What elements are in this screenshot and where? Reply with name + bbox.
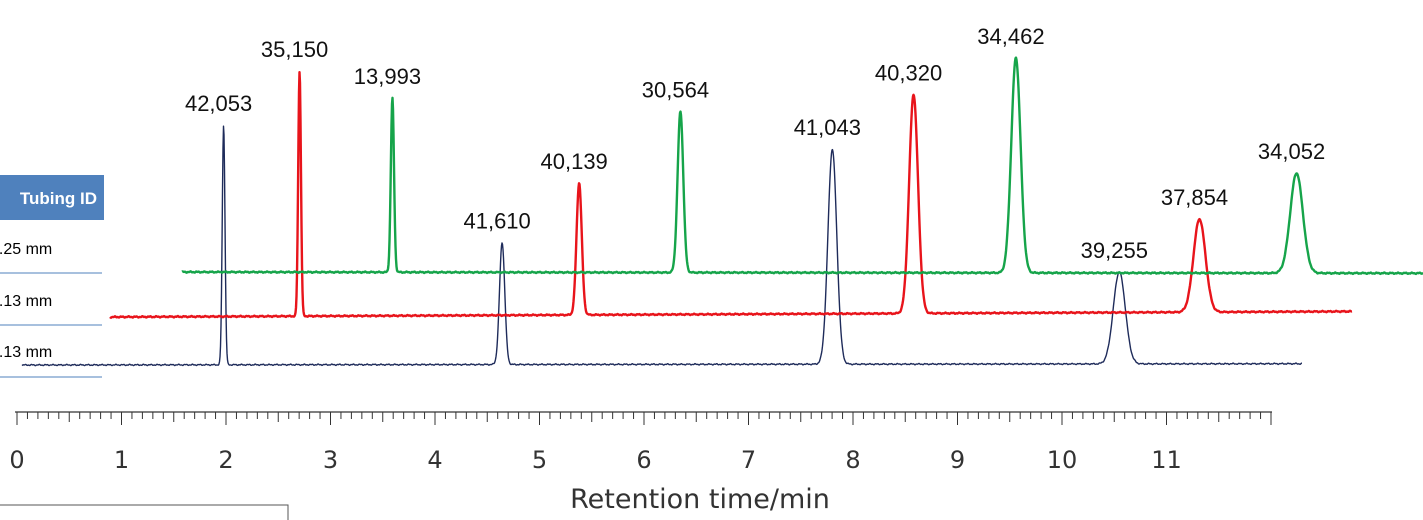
x-tick-label: 5	[532, 446, 547, 474]
x-tick-label: 6	[636, 446, 651, 474]
x-tick-label: 3	[323, 446, 338, 474]
x-axis-title: Retention time/min	[570, 484, 830, 515]
peak-label: 34,052	[1258, 139, 1325, 164]
peak-label: 13,993	[354, 64, 421, 89]
legend-header: Tubing ID	[20, 189, 97, 208]
peak-label: 40,320	[875, 60, 942, 85]
peak-label: 34,462	[977, 24, 1044, 49]
legend-row-1: 0.25 mm	[0, 241, 52, 258]
trace-1	[21, 125, 1303, 367]
chromatogram-traces	[21, 56, 1423, 367]
x-tick-label: 11	[1151, 446, 1182, 474]
peak-label: 35,150	[261, 37, 328, 62]
peak-label: 39,255	[1081, 238, 1148, 263]
x-tick-label: 10	[1047, 446, 1078, 474]
x-tick-label: 2	[218, 446, 233, 474]
x-tick-label: 0	[9, 446, 24, 474]
x-tick-label: 7	[741, 446, 756, 474]
x-tick-label: 9	[950, 446, 965, 474]
legend-row-2: 0.13 mm	[0, 293, 52, 310]
legend-header-bg	[0, 175, 104, 220]
legend-table: Tubing ID 0.25 mm 0.13 mm 0.13 mm	[0, 175, 104, 378]
x-tick-labels: 0 1 2 3 4 5 6 7 8 9 10 11	[9, 446, 1181, 474]
peak-label: 41,043	[794, 115, 861, 140]
peak-labels: 42,053 41,610 41,043 39,255 35,150 40,139 40,3…	[185, 24, 1325, 263]
peak-label: 42,053	[185, 91, 252, 116]
peak-label: 37,854	[1161, 185, 1228, 210]
peak-label: 41,610	[463, 209, 530, 234]
trace-3	[181, 56, 1423, 276]
x-tick-label: 4	[427, 446, 442, 474]
legend-row-3: 0.13 mm	[0, 344, 52, 361]
x-tick-label: 8	[845, 446, 860, 474]
peak-label: 30,564	[642, 77, 709, 102]
corner-box	[0, 504, 289, 520]
trace-2	[109, 70, 1353, 319]
x-axis	[15, 411, 1272, 425]
peak-label: 40,139	[541, 149, 608, 174]
x-tick-label: 1	[114, 446, 129, 474]
